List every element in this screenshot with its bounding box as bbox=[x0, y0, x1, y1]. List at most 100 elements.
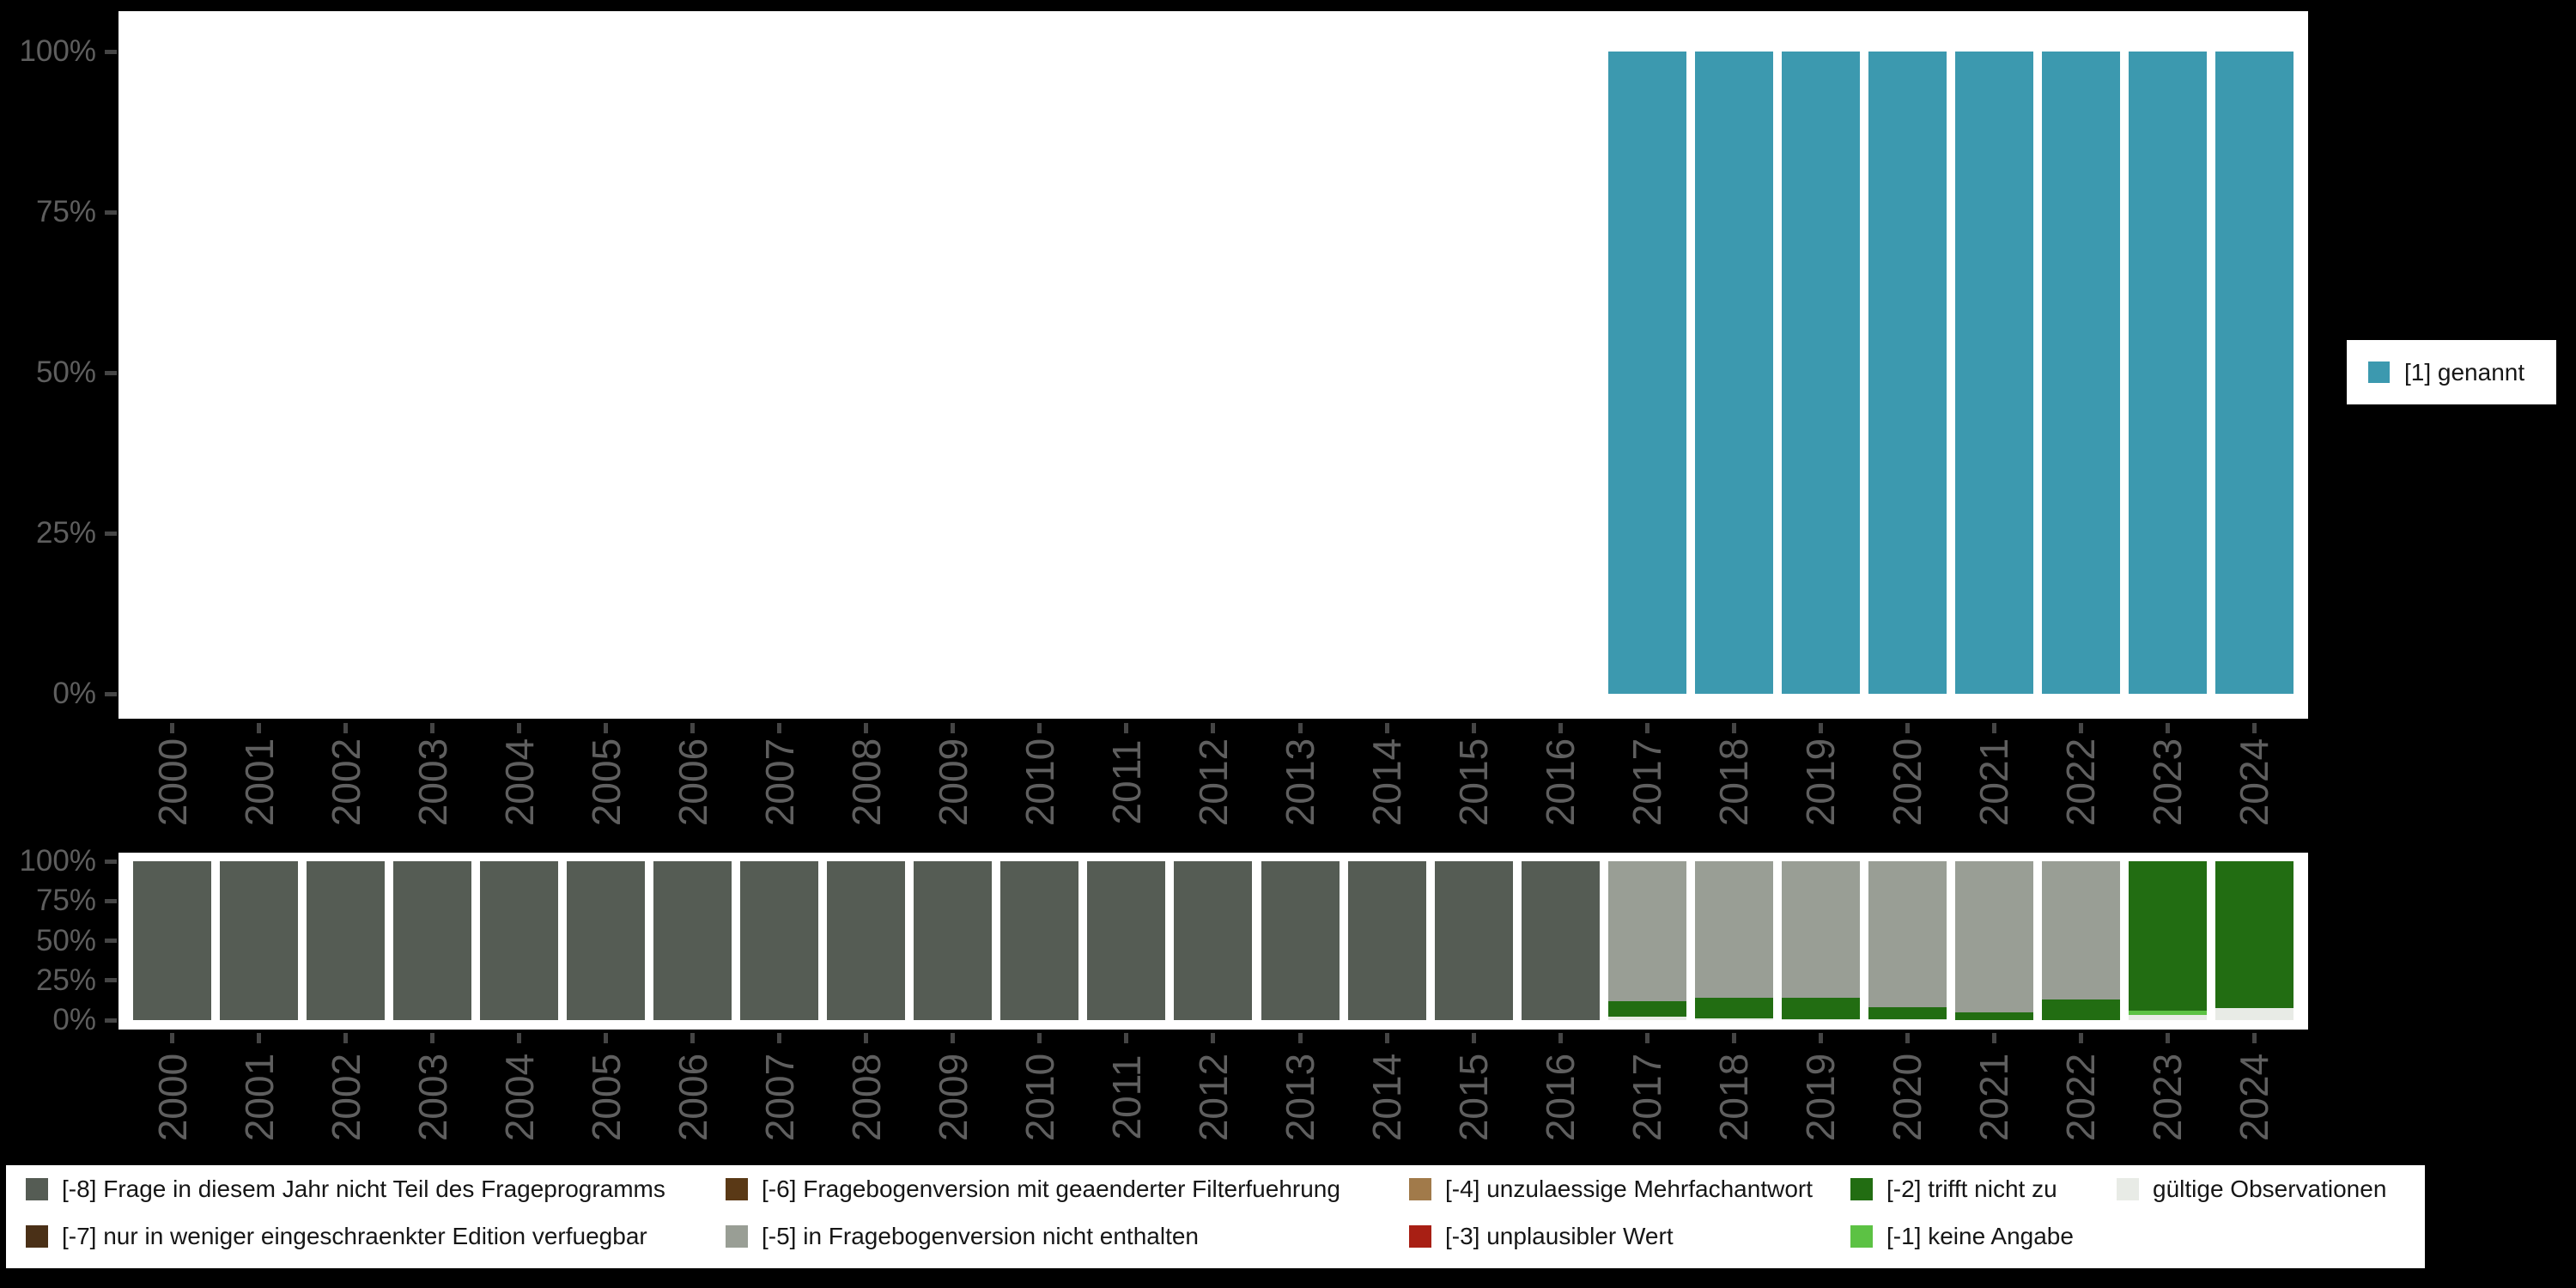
bottom-bar-segment-valid[interactable] bbox=[2128, 1014, 2207, 1020]
top-legend-label: [1] genannt bbox=[2404, 359, 2525, 386]
bottom-bar-segment--2[interactable] bbox=[1954, 1012, 2033, 1020]
top-y-tick-label: 100% bbox=[19, 34, 96, 68]
top-x-tick-label: 2007 bbox=[756, 738, 802, 827]
bottom-bar-segment-valid[interactable] bbox=[1868, 1019, 1947, 1021]
bottom-bar-segment--8[interactable] bbox=[914, 861, 993, 1020]
top-x-tick bbox=[1471, 723, 1476, 733]
bottom-x-tick bbox=[1991, 1033, 1996, 1043]
top-x-tick bbox=[777, 723, 782, 733]
top-x-tick bbox=[2251, 723, 2257, 733]
bottom-bar-segment--8[interactable] bbox=[1521, 861, 1600, 1020]
bottom-bar-segment--8[interactable] bbox=[740, 861, 819, 1020]
bottom-bar-segment--8[interactable] bbox=[393, 861, 472, 1020]
top-x-tick-label: 2016 bbox=[1538, 738, 1583, 827]
bottom-x-tick-label: 2007 bbox=[756, 1053, 802, 1142]
bottom-bar-segment--8[interactable] bbox=[480, 861, 559, 1020]
bottom-bar-segment--1[interactable] bbox=[2128, 1010, 2207, 1015]
top-bar-segment-1[interactable] bbox=[1781, 52, 1860, 694]
bottom-x-tick bbox=[2078, 1033, 2083, 1043]
bottom-bar-segment-valid[interactable] bbox=[1694, 1018, 1773, 1020]
top-x-tick-label: 2004 bbox=[496, 738, 542, 827]
top-bar-segment-1[interactable] bbox=[1607, 52, 1686, 694]
bottom-bar-segment--8[interactable] bbox=[1000, 861, 1079, 1020]
bottom-x-tick bbox=[1558, 1033, 1563, 1043]
bottom-x-tick bbox=[1644, 1033, 1649, 1043]
bottom-x-tick bbox=[1037, 1033, 1042, 1043]
top-x-tick bbox=[1297, 723, 1303, 733]
bottom-y-tick bbox=[105, 1018, 117, 1023]
bottom-bar-segment--5[interactable] bbox=[1607, 861, 1686, 1001]
bottom-x-tick-label: 2013 bbox=[1278, 1053, 1323, 1142]
bottom-bar-segment-valid[interactable] bbox=[1781, 1019, 1860, 1021]
bottom-bar-segment--8[interactable] bbox=[307, 861, 386, 1020]
bottom-bar-segment--8[interactable] bbox=[133, 861, 211, 1020]
bottom-bar-segment--2[interactable] bbox=[2128, 861, 2207, 1011]
bottom-x-tick bbox=[430, 1033, 435, 1043]
bottom-y-tick-label: 75% bbox=[35, 884, 96, 918]
top-x-tick bbox=[1124, 723, 1129, 733]
bottom-bar-segment--8[interactable] bbox=[220, 861, 299, 1020]
bottom-x-tick-label: 2020 bbox=[1885, 1053, 1930, 1142]
top-x-tick bbox=[690, 723, 696, 733]
top-bar-segment-1[interactable] bbox=[2041, 52, 2120, 694]
legend-swatch--3 bbox=[1409, 1225, 1431, 1248]
bottom-bar-segment--8[interactable] bbox=[1347, 861, 1426, 1020]
legend-label--5: [-5] in Fragebogenversion nicht enthalte… bbox=[762, 1223, 1199, 1249]
bottom-bar-segment-valid[interactable] bbox=[2215, 1008, 2293, 1020]
bottom-bar-segment--8[interactable] bbox=[653, 861, 732, 1020]
bottom-bar-segment--5[interactable] bbox=[2041, 861, 2120, 999]
bottom-bar-segment--2[interactable] bbox=[1781, 998, 1860, 1020]
bottom-bar-segment--8[interactable] bbox=[567, 861, 646, 1020]
legend-swatch--1 bbox=[1850, 1225, 1873, 1248]
top-bar-segment-1[interactable] bbox=[2128, 52, 2207, 694]
top-x-tick bbox=[430, 723, 435, 733]
bottom-bar-segment--2[interactable] bbox=[2215, 861, 2293, 1009]
legend-label--1: [-1] keine Angabe bbox=[1886, 1223, 2074, 1249]
bottom-bar-segment--5[interactable] bbox=[1781, 861, 1860, 999]
top-x-tick bbox=[951, 723, 956, 733]
bottom-y-tick-label: 0% bbox=[52, 1003, 96, 1036]
bottom-bar-segment--5[interactable] bbox=[1694, 861, 1773, 998]
bottom-x-tick-label: 2016 bbox=[1538, 1053, 1583, 1142]
bottom-bar-segment--2[interactable] bbox=[1694, 997, 1773, 1018]
top-bar-segment-1[interactable] bbox=[1954, 52, 2033, 694]
bottom-x-tick bbox=[257, 1033, 262, 1043]
bottom-bar-segment--5[interactable] bbox=[1954, 861, 2033, 1012]
top-bar-segment-1[interactable] bbox=[2215, 52, 2293, 694]
bottom-bar-segment--8[interactable] bbox=[1261, 861, 1340, 1020]
top-bar-segment-1[interactable] bbox=[1694, 52, 1773, 694]
bottom-bar-segment-valid[interactable] bbox=[1607, 1016, 1686, 1020]
bottom-bar-segment--2[interactable] bbox=[1868, 1006, 1947, 1020]
bottom-bar-segment--8[interactable] bbox=[1087, 861, 1166, 1020]
bottom-bar-segment--8[interactable] bbox=[1434, 861, 1513, 1020]
top-x-tick bbox=[1384, 723, 1389, 733]
top-x-tick-label: 2017 bbox=[1625, 738, 1670, 827]
bottom-x-tick-label: 2004 bbox=[496, 1053, 542, 1142]
top-x-tick-label: 2015 bbox=[1451, 738, 1497, 827]
bottom-x-tick-label: 2001 bbox=[236, 1053, 282, 1142]
bottom-bar-segment--5[interactable] bbox=[1868, 861, 1947, 1007]
top-bar-segment-1[interactable] bbox=[1868, 52, 1947, 694]
bottom-x-tick bbox=[2251, 1033, 2257, 1043]
bottom-bar-segment--8[interactable] bbox=[1174, 861, 1253, 1020]
top-x-tick bbox=[1211, 723, 1216, 733]
bottom-x-tick-label: 2022 bbox=[2058, 1053, 2104, 1142]
bottom-x-tick-label: 2017 bbox=[1625, 1053, 1670, 1142]
bottom-bar-segment--2[interactable] bbox=[2041, 999, 2120, 1020]
top-x-tick-label: 2022 bbox=[2058, 738, 2104, 827]
bottom-x-tick bbox=[1297, 1033, 1303, 1043]
bottom-bar-segment--8[interactable] bbox=[827, 861, 906, 1020]
bottom-x-tick-label: 2009 bbox=[930, 1053, 975, 1142]
bottom-x-tick-label: 2005 bbox=[583, 1053, 629, 1142]
top-y-tick bbox=[105, 210, 117, 215]
top-y-tick bbox=[105, 49, 117, 54]
top-x-tick-label: 2023 bbox=[2145, 738, 2190, 827]
bottom-y-tick bbox=[105, 898, 117, 903]
legend-swatch--8 bbox=[26, 1178, 48, 1200]
bottom-bar-segment--2[interactable] bbox=[1607, 1000, 1686, 1017]
top-x-tick bbox=[2165, 723, 2170, 733]
bottom-x-tick bbox=[343, 1033, 349, 1043]
bottom-x-tick bbox=[1818, 1033, 1823, 1043]
top-x-tick-label: 2012 bbox=[1190, 738, 1236, 827]
